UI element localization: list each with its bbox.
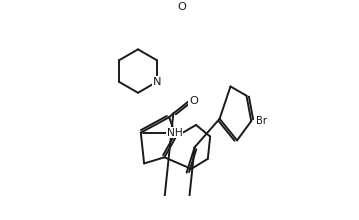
Text: O: O [189,96,198,106]
Text: N: N [153,77,161,87]
Text: O: O [177,2,186,12]
Text: NH: NH [167,128,183,138]
Text: Br: Br [256,116,267,126]
